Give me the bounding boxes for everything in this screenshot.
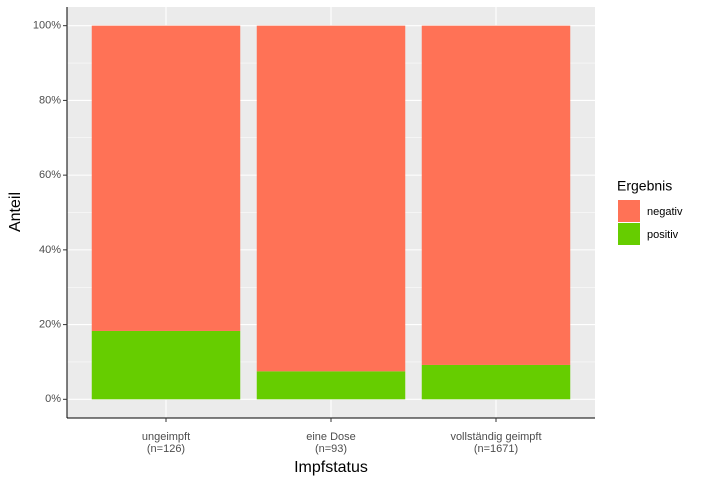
y-tick-label: 0%	[45, 393, 61, 405]
y-tick-label: 100%	[33, 20, 61, 32]
legend-label: positiv	[647, 229, 679, 241]
bars	[91, 25, 571, 400]
bar-segment	[256, 371, 406, 400]
y-tick-label: 60%	[39, 169, 61, 181]
x-tick-label: (n=93)	[315, 443, 347, 455]
x-tick-label: (n=126)	[147, 443, 185, 455]
legend-key	[618, 223, 640, 245]
bar-segment	[91, 25, 241, 331]
x-axis-title: Impfstatus	[294, 459, 368, 476]
x-tick-label: (n=1671)	[474, 443, 518, 455]
y-axis-title: Anteil	[7, 192, 24, 232]
x-tick-label: ungeimpft	[142, 431, 190, 443]
bar-segment	[421, 364, 571, 400]
x-tick-label: vollständig geimpft	[450, 431, 541, 443]
legend-title: Ergebnis	[617, 178, 672, 194]
y-tick-label: 20%	[39, 318, 61, 330]
y-tick-label: 80%	[39, 94, 61, 106]
bar-segment	[421, 25, 571, 365]
y-tick-label: 40%	[39, 244, 61, 256]
bar-segment	[256, 25, 406, 372]
legend-label: negativ	[647, 206, 683, 218]
x-tick-label: eine Dose	[306, 431, 356, 443]
bar-segment	[91, 330, 241, 400]
legend-key	[618, 200, 640, 222]
